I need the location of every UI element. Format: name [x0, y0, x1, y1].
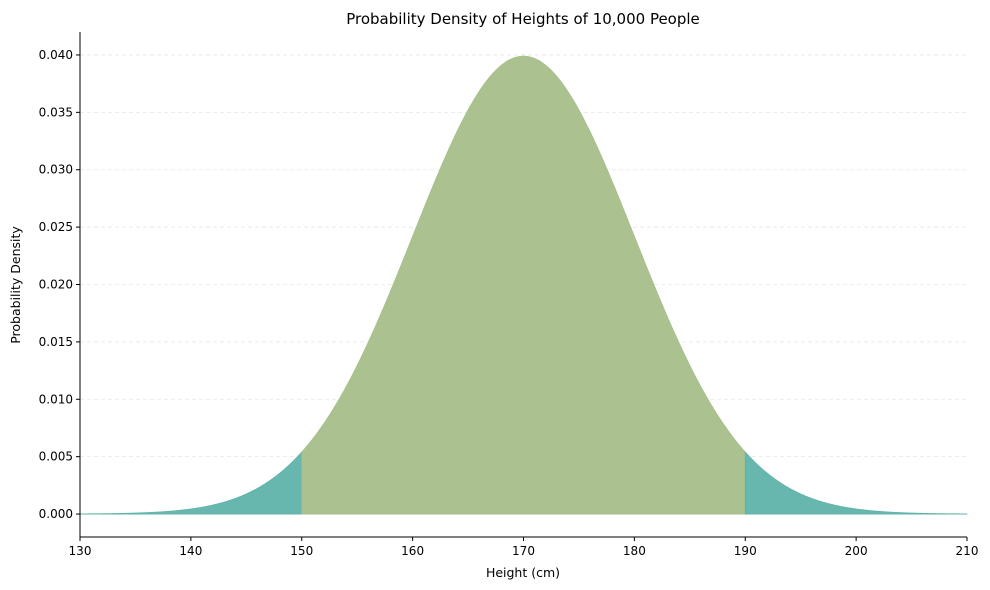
chart-title: Probability Density of Heights of 10,000… — [346, 10, 700, 28]
x-tick-label-8: 210 — [956, 544, 979, 558]
x-tick-label-7: 200 — [845, 544, 868, 558]
y-tick-label-5: 0.025 — [39, 220, 73, 234]
y-axis-label: Probability Density — [8, 226, 23, 344]
x-tick-label-6: 190 — [734, 544, 757, 558]
area-segment-2 — [744, 451, 968, 515]
y-tick-label-1: 0.005 — [39, 450, 73, 464]
y-tick-label-0: 0.000 — [39, 507, 73, 521]
x-tick-label-5: 180 — [623, 544, 646, 558]
y-tick-label-8: 0.040 — [39, 48, 73, 62]
x-tick-label-4: 170 — [512, 544, 535, 558]
y-tick-label-4: 0.020 — [39, 278, 73, 292]
area-segment-1 — [301, 55, 746, 515]
area-segment-0 — [79, 451, 303, 515]
y-tick-label-6: 0.030 — [39, 163, 73, 177]
y-tick-label-7: 0.035 — [39, 105, 73, 119]
x-tick-label-1: 140 — [179, 544, 202, 558]
x-tick-label-3: 160 — [401, 544, 424, 558]
tick-layer: 130 140 150 160 170 180 190 200 210 0.000 0.005 0.0… — [39, 48, 979, 558]
x-tick-label-0: 130 — [69, 544, 92, 558]
y-tick-label-2: 0.010 — [39, 392, 73, 406]
x-tick-label-2: 150 — [290, 544, 313, 558]
area-layer — [79, 55, 968, 515]
x-axis-label: Height (cm) — [486, 565, 560, 580]
y-tick-label-3: 0.015 — [39, 335, 73, 349]
